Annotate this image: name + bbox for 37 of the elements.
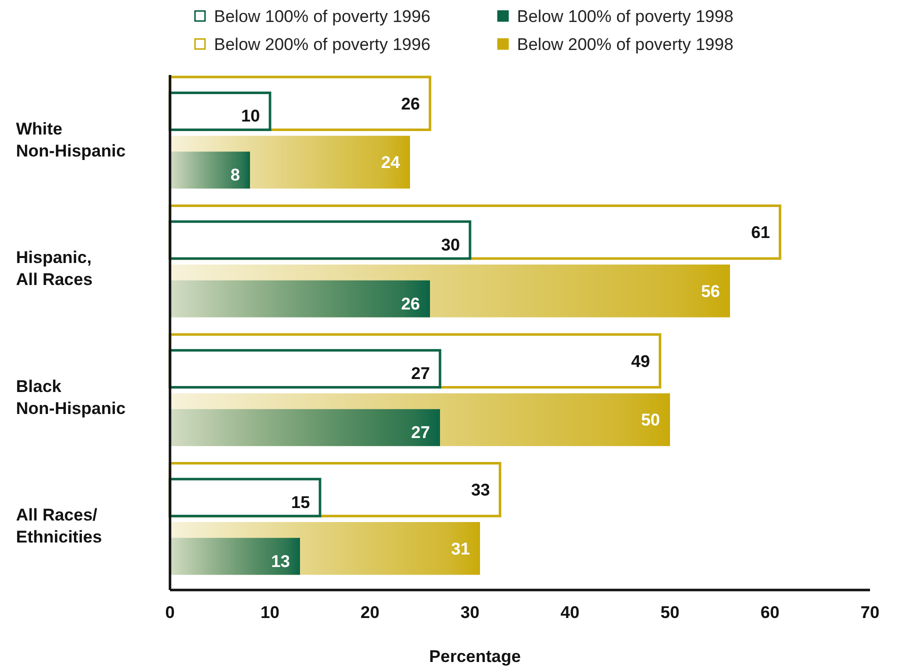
y-tick-label: Black Non-Hispanic [16,376,126,418]
data-label: 56 [701,282,720,301]
data-label: 30 [441,235,460,254]
x-tick-label: 30 [460,603,480,622]
data-label: 27 [411,364,430,384]
bar [170,152,250,189]
x-tick-label: 0 [165,603,175,622]
data-label: 49 [631,352,650,371]
bar [170,280,430,318]
y-tick-label: All Races/ Ethnicities [16,506,102,547]
x-tick-label: 50 [660,603,680,622]
legend-label: Below 200% of poverty 1996 [214,35,430,54]
legend-label: Below 200% of poverty 1998 [517,35,734,54]
y-tick-label: Hispanic, All Races [16,248,93,290]
data-label: 50 [641,410,660,430]
x-axis-title: Percentage [429,647,521,666]
y-tick-label: White Non-Hispanic [16,119,126,160]
x-tick-label: 40 [560,603,580,622]
legend-label: Below 100% of poverty 1996 [214,7,430,26]
bar [170,538,300,575]
x-tick-label: 60 [760,603,780,622]
data-label: 27 [411,423,430,442]
data-label: 26 [401,94,420,114]
data-label: 8 [230,166,240,185]
x-tick-label: 20 [360,603,380,622]
data-label: 61 [751,223,770,242]
data-label: 24 [381,153,401,172]
data-label: 33 [471,480,490,500]
data-label: 13 [271,552,290,571]
x-tick-label: 10 [260,603,280,622]
data-label: 10 [241,106,260,126]
x-tick-label: 70 [860,603,880,622]
data-label: 15 [291,492,310,512]
bar [170,409,440,446]
data-label: 31 [451,539,470,558]
legend-label: Below 100% of poverty 1998 [517,7,734,26]
data-label: 26 [401,294,420,314]
